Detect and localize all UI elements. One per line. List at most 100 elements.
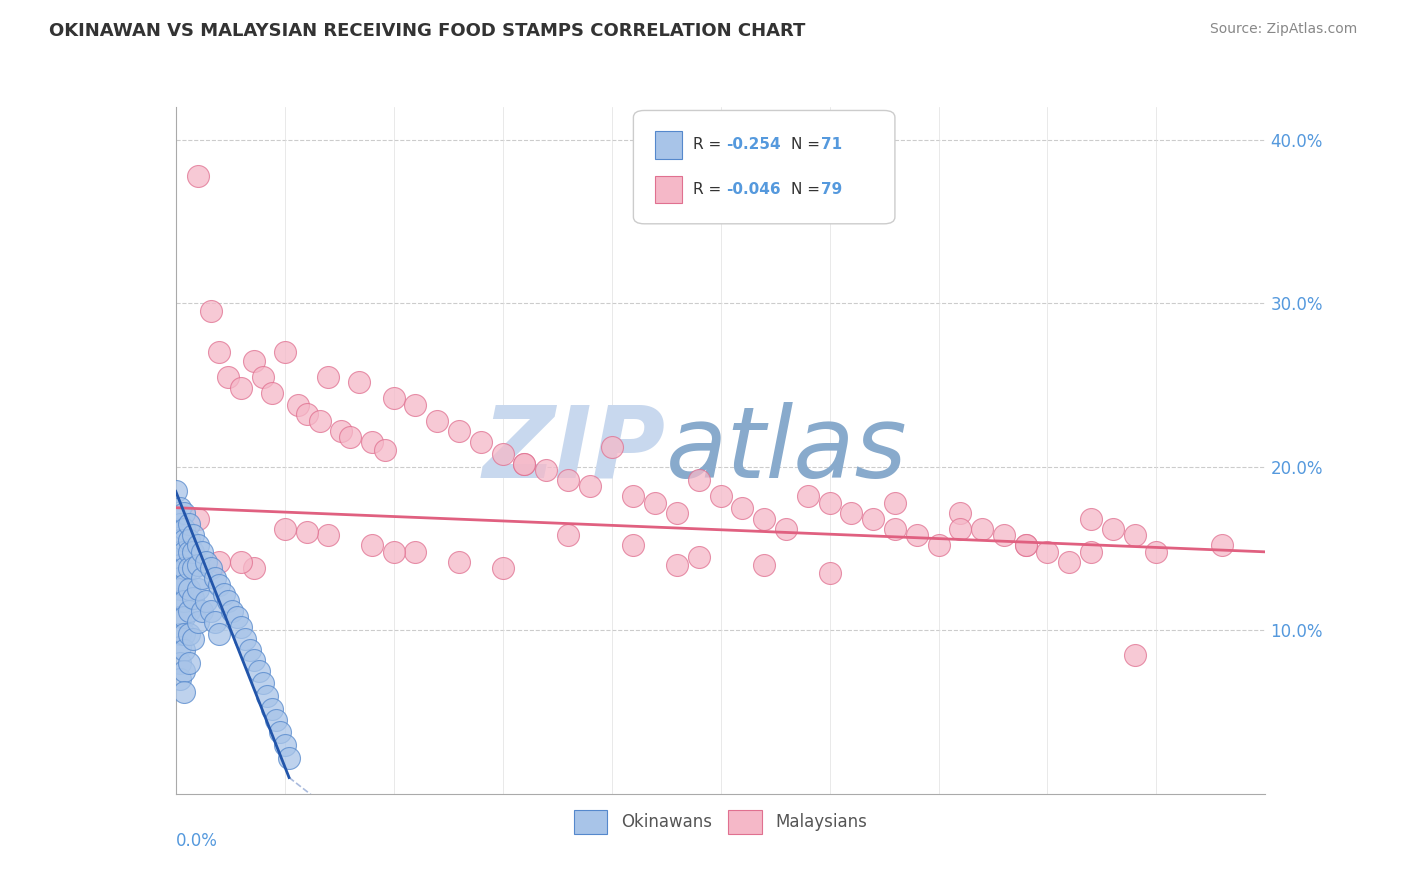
Point xyxy=(208,626,231,640)
Point xyxy=(426,414,449,428)
Text: N =: N = xyxy=(792,182,825,197)
Text: 0.0%: 0.0% xyxy=(176,831,218,850)
Point xyxy=(274,522,297,536)
Point xyxy=(1211,538,1233,552)
Point xyxy=(754,512,776,526)
Text: R =: R = xyxy=(693,137,727,153)
Point xyxy=(557,528,579,542)
Point xyxy=(169,558,191,572)
Point xyxy=(169,594,191,608)
Point xyxy=(208,555,231,569)
Point xyxy=(177,516,200,531)
Point xyxy=(308,414,330,428)
Point xyxy=(169,571,191,585)
Text: atlas: atlas xyxy=(666,402,908,499)
Point xyxy=(252,369,274,384)
Point xyxy=(181,545,204,559)
Point xyxy=(208,577,231,591)
Point xyxy=(200,304,222,318)
Point xyxy=(360,435,382,450)
Point xyxy=(1144,545,1167,559)
Point xyxy=(374,443,396,458)
Point xyxy=(173,522,195,536)
Point xyxy=(579,479,602,493)
Point xyxy=(775,522,797,536)
Point xyxy=(710,489,733,503)
Point xyxy=(191,545,214,559)
Point xyxy=(186,169,209,183)
Point xyxy=(318,528,340,542)
Point xyxy=(173,626,195,640)
Point xyxy=(181,561,204,575)
Point xyxy=(970,522,993,536)
Point xyxy=(173,561,195,575)
Point xyxy=(1123,648,1146,662)
Point xyxy=(177,656,200,670)
Point xyxy=(200,561,222,575)
Point xyxy=(231,381,253,395)
Text: Source: ZipAtlas.com: Source: ZipAtlas.com xyxy=(1209,22,1357,37)
FancyBboxPatch shape xyxy=(633,111,896,224)
Point xyxy=(405,545,427,559)
Point xyxy=(186,615,209,630)
Point xyxy=(177,533,200,548)
Point xyxy=(841,506,863,520)
Point xyxy=(621,489,644,503)
Point xyxy=(177,582,200,597)
Point xyxy=(492,561,515,575)
Point xyxy=(165,484,187,499)
Point xyxy=(169,582,191,597)
Point xyxy=(1015,538,1038,552)
Point xyxy=(260,702,283,716)
Point xyxy=(928,538,950,552)
Point xyxy=(186,558,209,572)
Point xyxy=(1080,512,1102,526)
Point xyxy=(217,369,239,384)
Point xyxy=(264,714,287,728)
Point xyxy=(169,626,191,640)
Point xyxy=(1057,555,1080,569)
Point xyxy=(666,558,689,572)
Point xyxy=(360,538,382,552)
Point xyxy=(173,610,195,624)
Point xyxy=(993,528,1015,542)
Point xyxy=(243,653,266,667)
Point xyxy=(186,582,209,597)
Point xyxy=(173,685,195,699)
Point xyxy=(470,435,492,450)
Point xyxy=(862,512,884,526)
Point xyxy=(169,640,191,654)
Point xyxy=(225,610,247,624)
Text: -0.254: -0.254 xyxy=(725,137,780,153)
Point xyxy=(1036,545,1059,559)
Point xyxy=(905,528,928,542)
Point xyxy=(295,408,318,422)
Point xyxy=(173,533,195,548)
Legend: Okinawans, Malaysians: Okinawans, Malaysians xyxy=(568,804,873,840)
Text: ZIP: ZIP xyxy=(484,402,666,499)
Point xyxy=(1123,528,1146,542)
Text: -0.046: -0.046 xyxy=(725,182,780,197)
Point xyxy=(200,604,222,618)
Point xyxy=(191,571,214,585)
Point xyxy=(195,555,218,569)
Point xyxy=(212,587,235,601)
Point xyxy=(195,594,218,608)
Point xyxy=(949,506,972,520)
Point xyxy=(688,549,710,564)
Point xyxy=(191,604,214,618)
Text: OKINAWAN VS MALAYSIAN RECEIVING FOOD STAMPS CORRELATION CHART: OKINAWAN VS MALAYSIAN RECEIVING FOOD STA… xyxy=(49,22,806,40)
Point xyxy=(492,447,515,461)
Point xyxy=(243,353,266,368)
Point xyxy=(447,424,470,438)
Point xyxy=(534,463,557,477)
Point xyxy=(347,375,370,389)
Point xyxy=(173,506,195,520)
Point xyxy=(243,561,266,575)
Point xyxy=(217,594,239,608)
Point xyxy=(208,345,231,359)
Point xyxy=(754,558,776,572)
Point xyxy=(818,566,841,580)
Text: 79: 79 xyxy=(821,182,842,197)
Point xyxy=(884,522,907,536)
